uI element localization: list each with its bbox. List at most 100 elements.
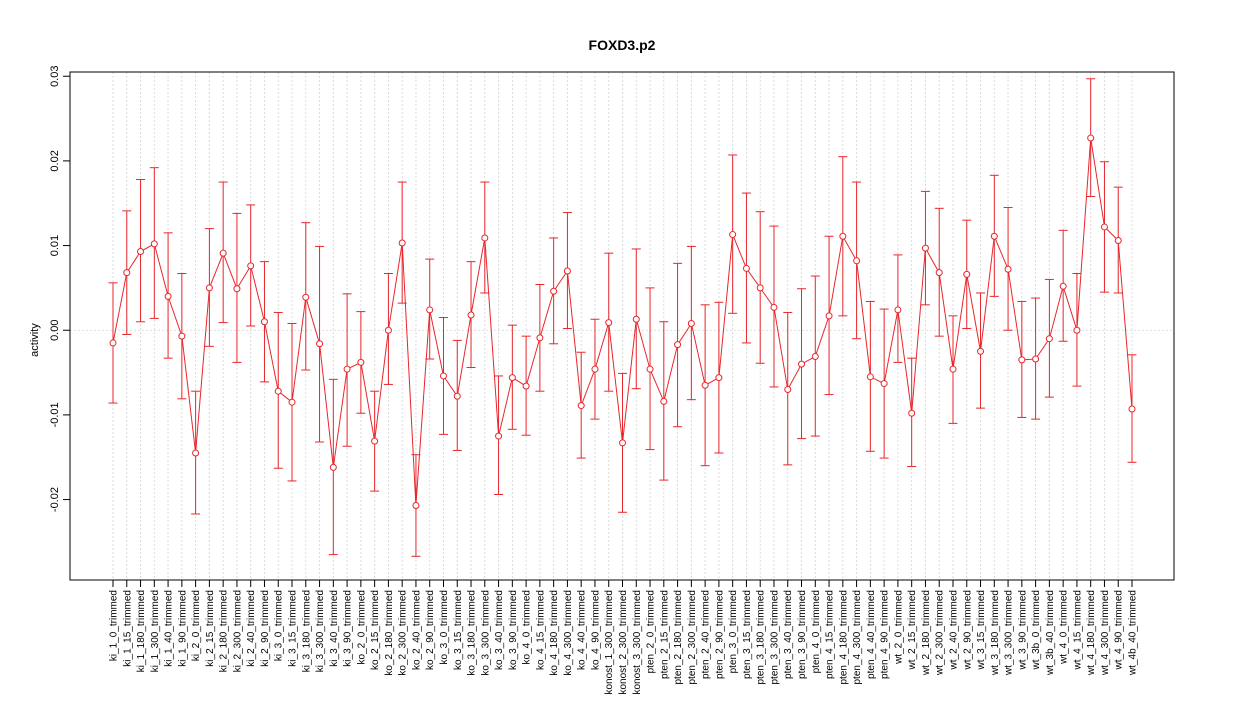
x-tick-label: wt_2_0_trimmed — [893, 590, 904, 665]
data-point — [467, 311, 475, 319]
data-point — [715, 374, 723, 382]
x-tick-label: ki_3_0_trimmed — [274, 590, 285, 661]
x-tick-label: pten_2_180_trimmed — [673, 590, 684, 685]
data-point — [839, 232, 847, 240]
data-point — [591, 365, 599, 373]
data-point — [908, 409, 916, 417]
x-tick-label: wt_4_0_trimmed — [1059, 590, 1070, 665]
x-tick-label: ki_2_300_trimmed — [232, 590, 243, 672]
data-point — [880, 380, 888, 388]
x-tick-label: pten_4_90_trimmed — [880, 590, 891, 679]
data-point — [1045, 335, 1053, 343]
x-tick-label: ko_2_0_trimmed — [356, 590, 367, 664]
plot-frame — [69, 71, 1175, 581]
x-tick-label: pten_3_0_trimmed — [728, 590, 739, 673]
data-point — [522, 382, 530, 390]
data-point — [619, 439, 626, 447]
x-tick-label: ko_3_40_trimmed — [494, 590, 505, 670]
data-point — [742, 264, 750, 272]
data-point — [660, 397, 668, 405]
x-tick-label: ki_3_180_trimmed — [301, 590, 312, 672]
data-point — [605, 319, 613, 327]
data-point — [398, 239, 406, 247]
x-tick-label: ki_2_90_trimmed — [260, 590, 271, 667]
x-tick-label: wt_4b_40_trimmed — [1128, 590, 1139, 676]
x-tick-label: pten_4_15_trimmed — [825, 590, 836, 679]
data-points — [109, 134, 1136, 509]
x-tick-label: ki_3_15_trimmed — [288, 590, 299, 667]
data-point — [178, 332, 186, 340]
data-point — [674, 341, 682, 349]
x-tick-label: pten_3_180_trimmed — [756, 590, 767, 685]
x-tick-label: pten_4_0_trimmed — [811, 590, 822, 673]
x-tick-label: ko_2_90_trimmed — [425, 590, 436, 670]
x-tick-label: ko_4_300_trimmed — [563, 590, 574, 676]
x-tick-label: ko_4_180_trimmed — [549, 590, 560, 676]
x-tick-label: wt_3b_40_trimmed — [1045, 590, 1056, 676]
x-tick-label: konost_3_300_trimmed — [632, 590, 643, 695]
data-point — [426, 306, 434, 314]
data-point — [825, 312, 833, 320]
y-tick-label: 0.01 — [49, 235, 61, 256]
data-point — [247, 262, 255, 270]
x-tick-label: pten_3_40_trimmed — [783, 590, 794, 679]
x-tick-label: wt_2_180_trimmed — [921, 590, 932, 676]
x-tick-label: ko_3_180_trimmed — [467, 590, 478, 676]
x-tick-label: pten_2_15_trimmed — [659, 590, 670, 679]
data-point — [219, 249, 227, 257]
data-point — [481, 234, 489, 242]
data-point — [563, 267, 571, 275]
x-tick-label: pten_4_40_trimmed — [866, 590, 877, 679]
data-point — [150, 240, 158, 248]
data-point — [977, 347, 985, 355]
data-point — [357, 358, 365, 366]
data-point — [921, 244, 929, 252]
data-point — [1032, 355, 1040, 363]
data-point — [343, 365, 351, 373]
x-tick-label: ko_2_15_trimmed — [370, 590, 381, 670]
data-point — [646, 365, 654, 373]
data-point — [1059, 282, 1067, 290]
data-point — [233, 285, 241, 293]
data-point — [687, 319, 695, 327]
x-tick-label: ki_1_90_trimmed — [177, 590, 188, 667]
data-point — [963, 270, 971, 278]
y-tick-label: 0.02 — [49, 150, 61, 171]
data-point — [798, 360, 806, 368]
data-point — [384, 326, 392, 334]
data-point — [1114, 236, 1122, 244]
y-tick-label: -0.02 — [49, 487, 61, 512]
y-axis: -0.02 -0.01 0.00 0.01 0.02 0.03 — [49, 66, 70, 512]
x-tick-label: pten_2_90_trimmed — [714, 590, 725, 679]
data-point — [205, 284, 213, 292]
x-tick-label: pten_3_300_trimmed — [769, 590, 780, 685]
x-tick-label: ki_1_15_trimmed — [122, 590, 133, 667]
x-tick-label: ki_1_40_trimmed — [164, 590, 175, 667]
data-point — [866, 373, 874, 381]
y-tick-label: -0.01 — [49, 402, 61, 427]
x-axis: ki_1_0_trimmed ki_1_15_trimmed ki_1_180_tr… — [109, 580, 1139, 695]
data-point — [137, 247, 145, 255]
x-tick-label: ko_2_300_trimmed — [398, 590, 409, 676]
x-tick-label: pten_2_40_trimmed — [701, 590, 712, 679]
data-point — [853, 257, 861, 265]
x-tick-label: pten_2_0_trimmed — [646, 590, 657, 673]
x-tick-label: ki_2_0_trimmed — [191, 590, 202, 661]
data-point — [949, 365, 957, 373]
data-point — [1128, 405, 1136, 413]
data-point — [784, 386, 792, 393]
data-point — [632, 315, 640, 323]
data-point — [935, 269, 943, 277]
x-tick-label: wt_3_90_trimmed — [1017, 590, 1028, 670]
data-point — [260, 318, 268, 326]
x-tick-label: ko_4_40_trimmed — [577, 590, 588, 670]
x-tick-label: wt_2_300_trimmed — [935, 590, 946, 676]
data-point — [1018, 356, 1026, 364]
x-tick-label: pten_3_15_trimmed — [742, 590, 753, 679]
x-tick-label: pten_4_300_trimmed — [852, 590, 863, 685]
data-point — [1073, 326, 1081, 334]
x-tick-label: wt_3b_0_trimmed — [1031, 590, 1042, 670]
data-point — [990, 232, 998, 240]
data-point — [329, 463, 337, 471]
x-tick-label: ki_2_40_trimmed — [246, 590, 257, 667]
